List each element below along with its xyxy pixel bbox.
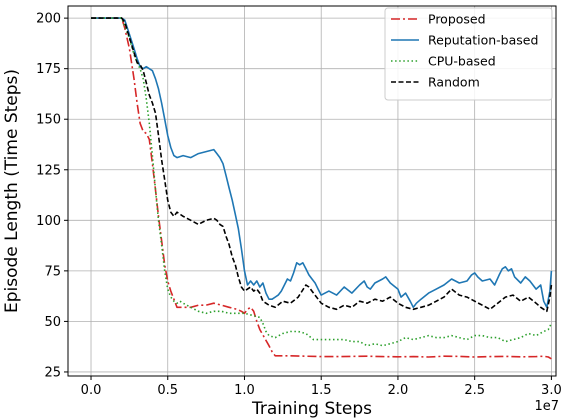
series-line-proposed [91, 17, 552, 360]
x-tick-label: 0.5 [157, 383, 178, 398]
legend-label: CPU-based [428, 54, 496, 69]
legend-label: Reputation-based [428, 33, 538, 48]
x-tick-label: 2.5 [464, 383, 485, 398]
series-line-random [91, 17, 553, 313]
y-tick-label: 175 [36, 62, 61, 77]
series-line-cpu-based [91, 17, 553, 347]
y-tick-label: 100 [36, 214, 61, 229]
legend: Proposed Reputation-based CPU-based Random [384, 7, 553, 101]
legend-label: Proposed [428, 12, 486, 27]
y-tick-label: 75 [44, 264, 61, 279]
y-tick-label: 50 [44, 315, 61, 330]
x-axis-label: Training Steps [251, 399, 372, 419]
legend-label: Random [428, 75, 480, 90]
x-axis-offset-label: 1e7 [534, 399, 559, 414]
x-tick-label: 1.0 [234, 383, 255, 398]
y-tick-label: 25 [44, 365, 61, 380]
x-tick-label: 0.0 [81, 383, 102, 398]
x-tick-label: 2.0 [388, 383, 409, 398]
x-tick-label: 3.0 [541, 383, 562, 398]
y-axis-label: Episode Length (Time Steps) [2, 69, 22, 313]
y-tick-label: 150 [36, 113, 61, 128]
x-tick-label: 1.5 [311, 383, 332, 398]
series-line-reputation-based [91, 17, 553, 309]
legend-box [384, 7, 553, 101]
y-tick-label: 200 [36, 12, 61, 27]
y-tick-label: 125 [36, 163, 61, 178]
axis-ticks: 0.0 0.5 1.0 1.5 2.0 2.5 3.0 25 50 75 100 125 150 175 2… [36, 12, 562, 398]
plot-frame [67, 5, 557, 377]
series-lines [91, 17, 553, 360]
